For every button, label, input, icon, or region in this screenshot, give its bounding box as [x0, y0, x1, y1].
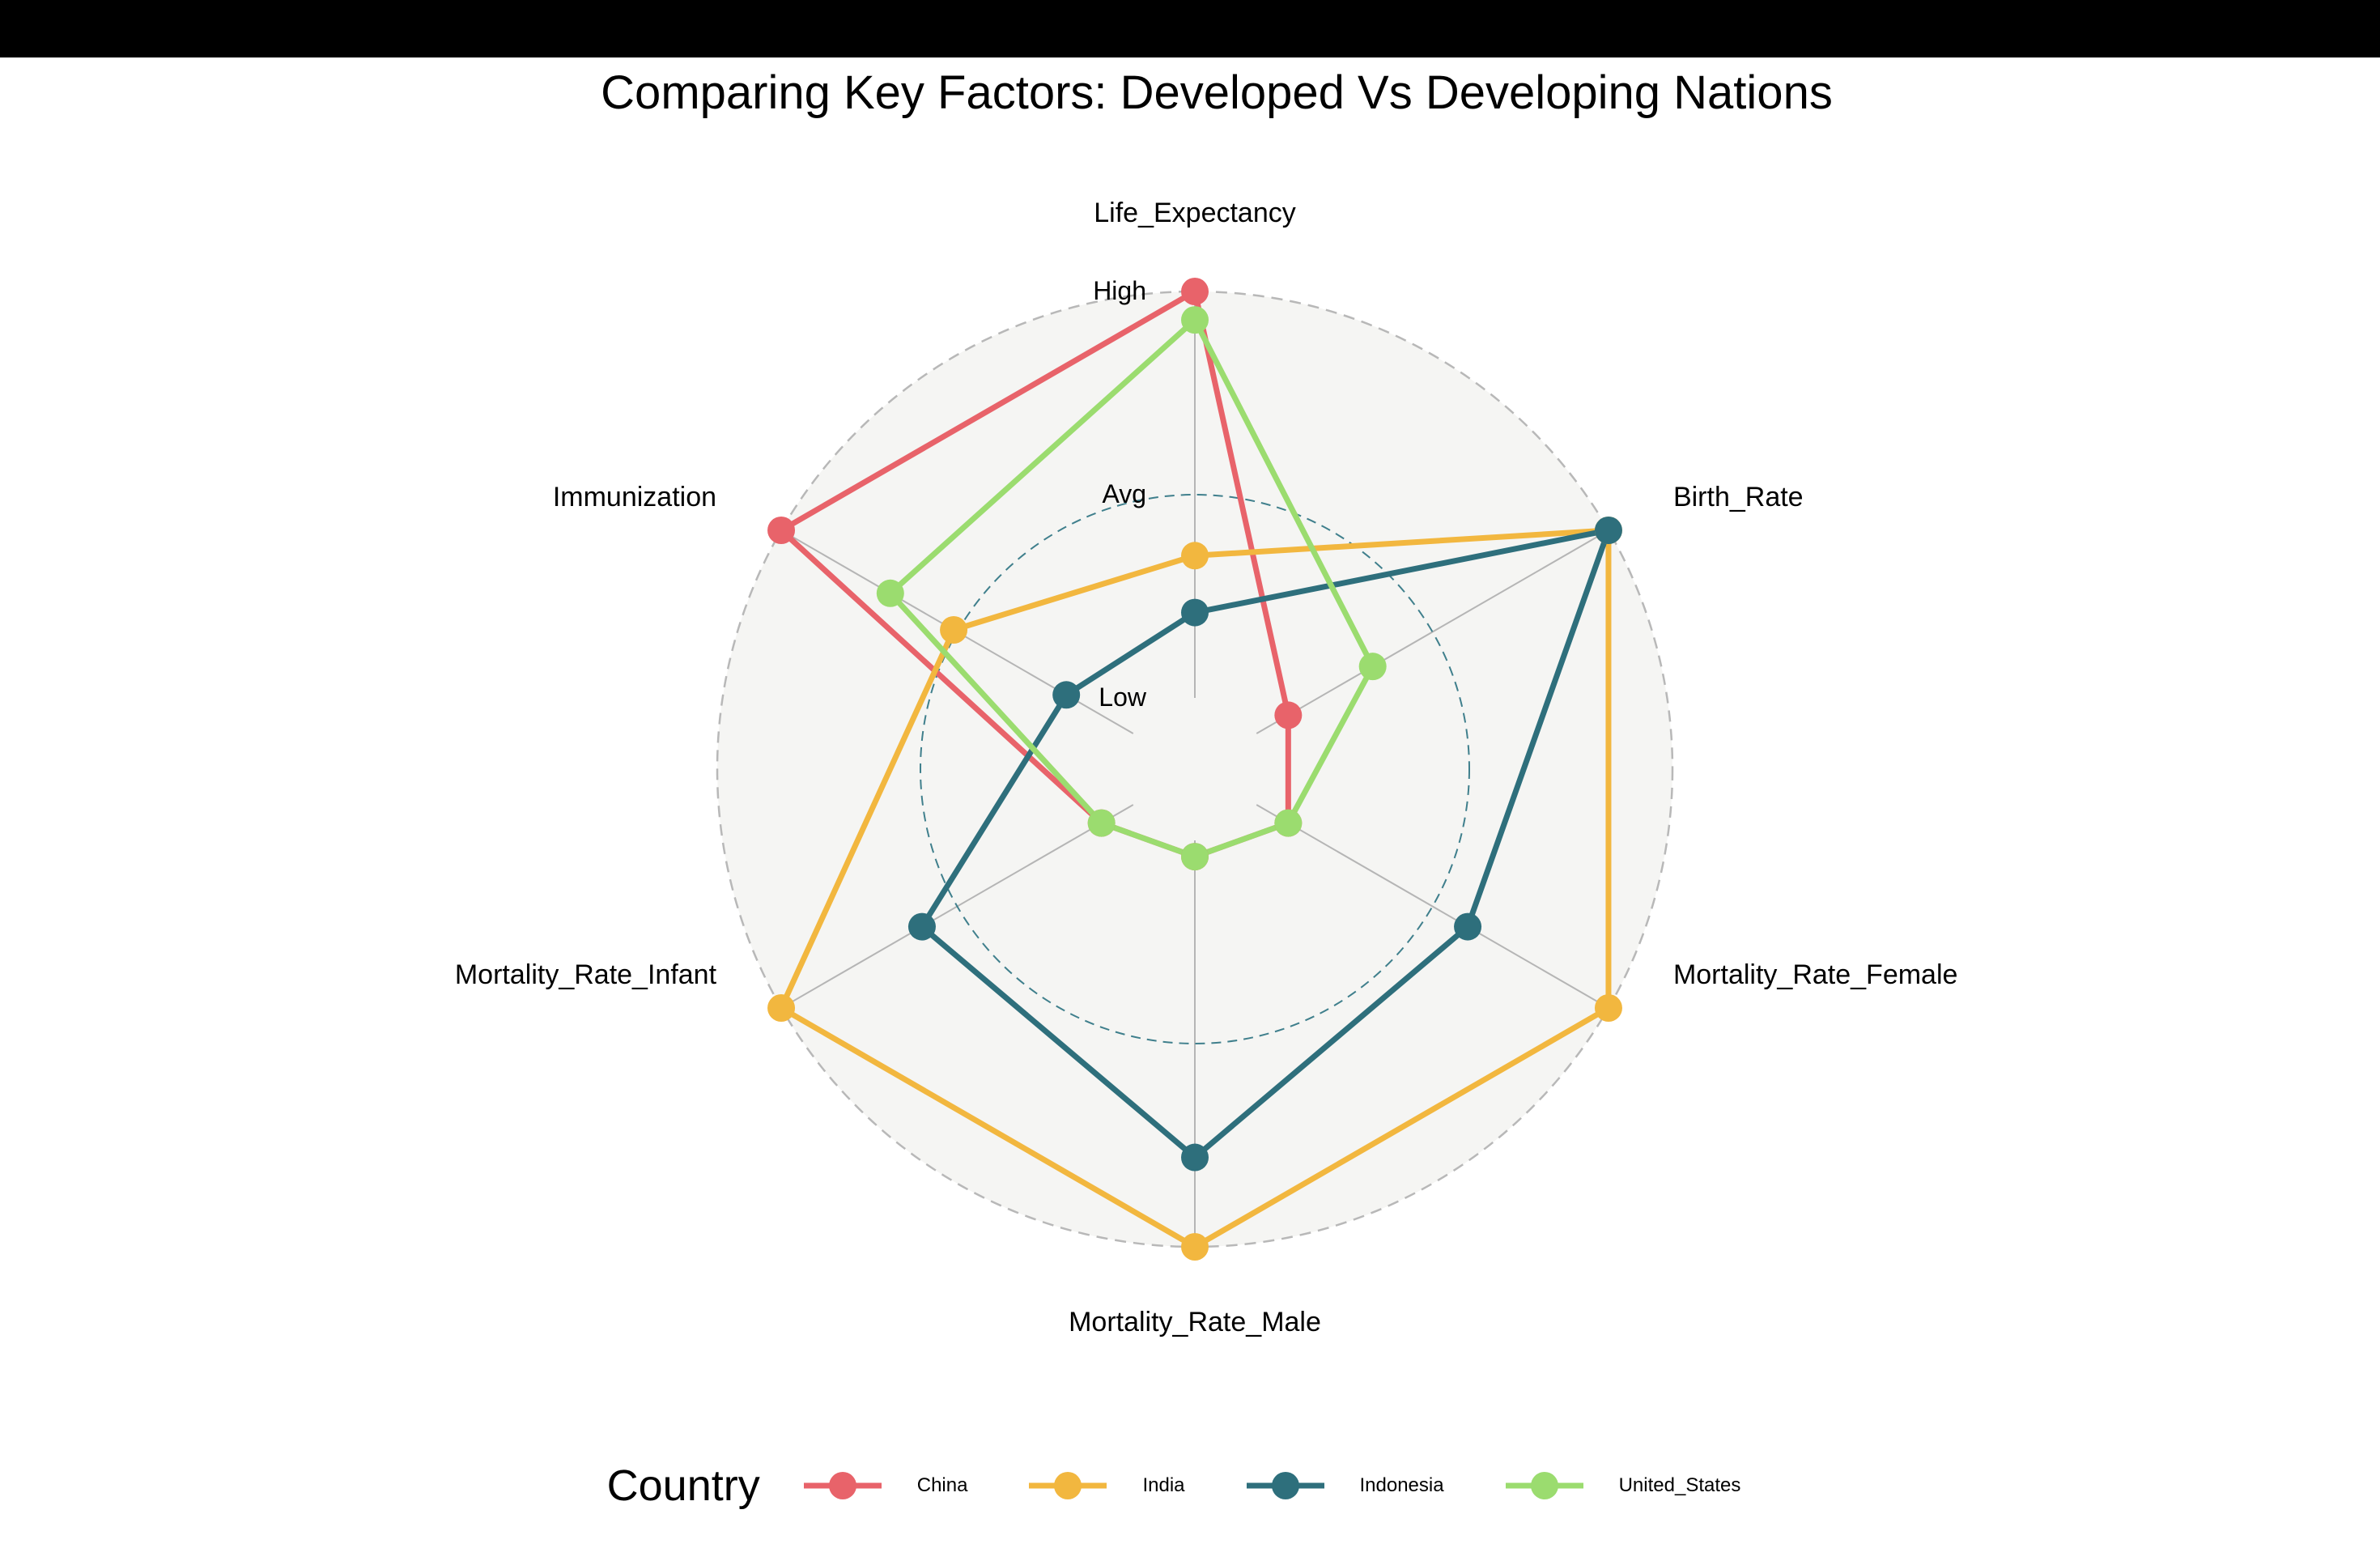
- point-united_states-life_expectancy: [1181, 306, 1209, 334]
- point-india-mortality_rate_male: [1181, 1233, 1209, 1261]
- axis-label-mortality-rate-female: Mortality_Rate_Female: [1673, 959, 1957, 990]
- point-indonesia-mortality_rate_female: [1454, 912, 1482, 941]
- point-india-mortality_rate_female: [1594, 994, 1622, 1022]
- legend-key-india: [1029, 1472, 1107, 1499]
- scale-label-high: High: [1093, 276, 1146, 305]
- point-china-life_expectancy: [1181, 278, 1209, 305]
- point-united_states-mortality_rate_male: [1181, 843, 1209, 871]
- legend-key-indonesia: [1246, 1472, 1324, 1499]
- legend-item-indonesia: Indonesia: [1243, 1468, 1444, 1503]
- point-indonesia-immunization: [1052, 681, 1081, 709]
- point-india-life_expectancy: [1181, 542, 1209, 570]
- legend-label-indonesia: Indonesia: [1359, 1474, 1444, 1496]
- axis-label-mortality-rate-male: Mortality_Rate_Male: [1069, 1307, 1321, 1337]
- point-china-immunization: [767, 517, 796, 544]
- legend-item-india: India: [1026, 1468, 1185, 1503]
- top-bar: [0, 0, 2380, 57]
- point-united_states-mortality_rate_infant: [1087, 809, 1116, 837]
- chart-title: Comparing Key Factors: Developed Vs Deve…: [601, 66, 1833, 119]
- legend-label-china: China: [916, 1474, 968, 1496]
- point-indonesia-birth_rate: [1594, 517, 1622, 544]
- radar-background: [717, 291, 1672, 1247]
- legend: Country China India Indonesia United_States: [0, 1449, 2380, 1522]
- scale-label-avg: Avg: [1102, 479, 1146, 508]
- point-indonesia-life_expectancy: [1181, 598, 1209, 627]
- legend-item-united_states: United_States: [1502, 1468, 1741, 1503]
- legend-title: Country: [606, 1461, 760, 1510]
- point-china-birth_rate: [1274, 701, 1303, 729]
- point-united_states-birth_rate: [1358, 653, 1387, 681]
- point-united_states-immunization: [876, 579, 904, 607]
- axis-label-immunization: Immunization: [553, 482, 716, 512]
- point-united_states-mortality_rate_female: [1274, 809, 1303, 837]
- axis-label-life-expectancy: Life_Expectancy: [1094, 198, 1296, 228]
- point-india-mortality_rate_infant: [767, 994, 796, 1022]
- axis-spoke: [1256, 804, 1609, 1009]
- legend-label-united_states: United_States: [1618, 1474, 1741, 1496]
- axis-label-mortality-rate-infant: Mortality_Rate_Infant: [455, 959, 717, 990]
- legend-key-china: [803, 1472, 882, 1499]
- point-india-immunization: [940, 615, 968, 644]
- scale-label-low: Low: [1099, 683, 1147, 712]
- point-indonesia-mortality_rate_male: [1181, 1143, 1209, 1172]
- radar-chart: Low Avg High Life_Expectancy Birth_Rate Morta…: [455, 198, 1958, 1337]
- legend-key-united_states: [1505, 1472, 1583, 1499]
- legend-label-india: India: [1142, 1474, 1185, 1496]
- grid-circle-avg: [920, 494, 1470, 1044]
- axis-label-birth-rate: Birth_Rate: [1673, 482, 1804, 512]
- point-indonesia-mortality_rate_infant: [907, 912, 936, 941]
- legend-item-china: China: [801, 1468, 968, 1503]
